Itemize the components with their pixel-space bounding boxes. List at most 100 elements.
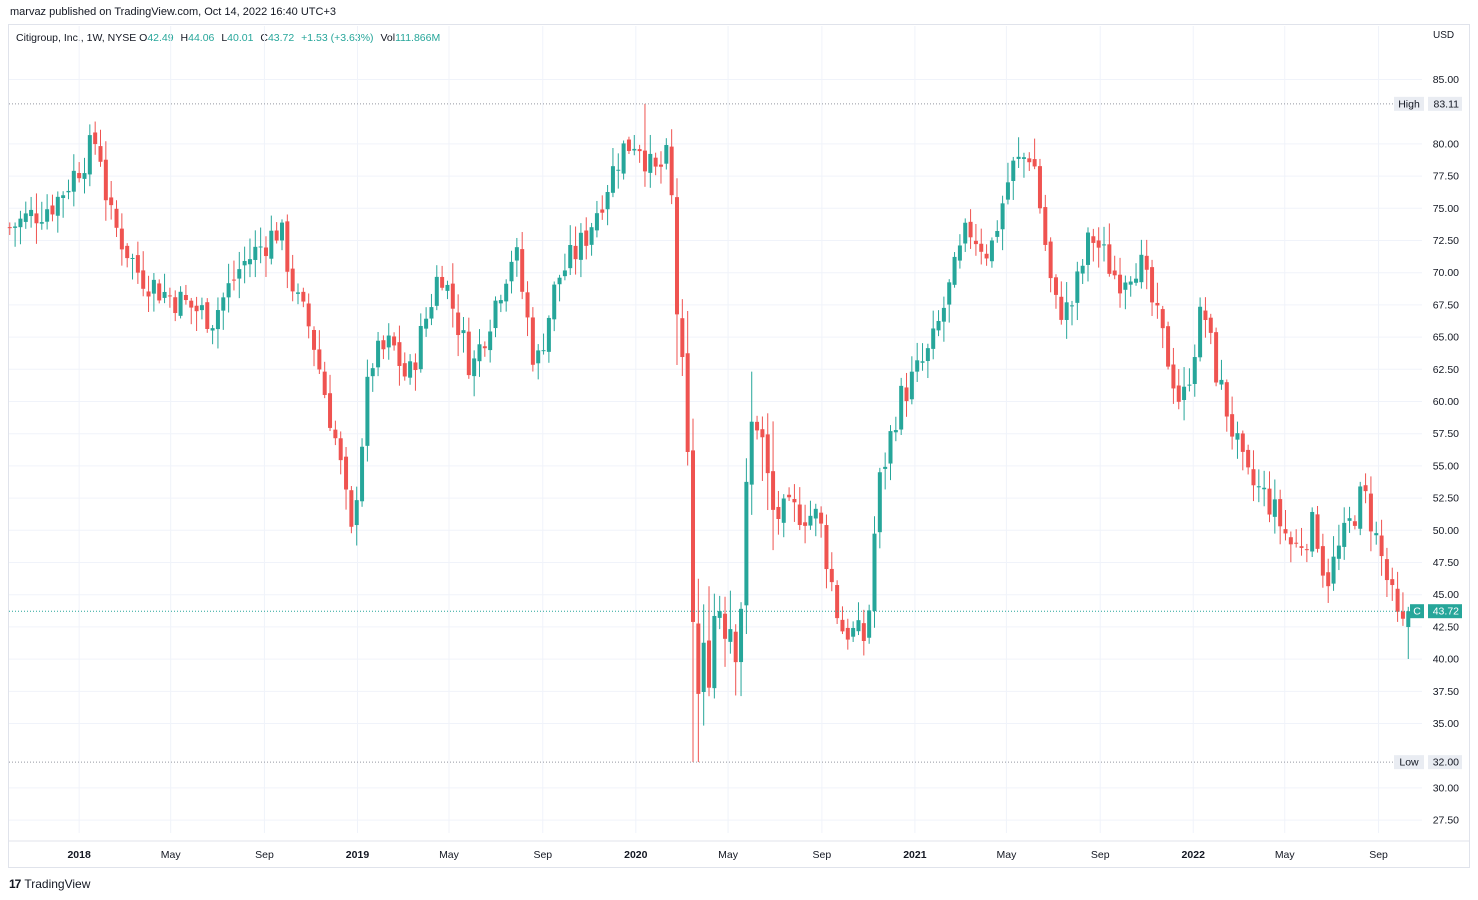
- candle-body: [488, 331, 493, 351]
- candle-body: [1235, 433, 1240, 440]
- candle-body: [1043, 207, 1048, 245]
- brand-name: TradingView: [24, 877, 91, 891]
- tradingview-brand[interactable]: 17 TradingView: [9, 877, 90, 891]
- y-tick-label: 80.00: [1433, 138, 1459, 150]
- candle-body: [1000, 203, 1005, 230]
- candle-body: [680, 318, 685, 358]
- candle-body: [1203, 310, 1208, 321]
- candle-body: [263, 247, 268, 257]
- candle-body: [536, 350, 541, 364]
- candle-body: [82, 173, 87, 179]
- candle-body: [1251, 469, 1256, 486]
- candle-body: [461, 330, 466, 334]
- candle-body: [1326, 572, 1331, 587]
- candle-body: [674, 197, 679, 315]
- x-tick-label: May: [718, 849, 739, 861]
- candle-body: [696, 623, 701, 694]
- vol-label: Vol: [380, 32, 396, 44]
- candle-body: [1219, 379, 1224, 385]
- candle-body: [1368, 493, 1373, 532]
- candle-body: [1027, 158, 1032, 163]
- candle-body: [899, 385, 904, 430]
- candle-body: [1320, 546, 1325, 576]
- candle-body: [450, 283, 455, 309]
- candle-body: [1069, 305, 1074, 307]
- candle-body: [723, 613, 728, 639]
- candle-body: [989, 240, 994, 262]
- candle-body: [386, 335, 391, 348]
- y-tick-label: 70.00: [1433, 267, 1459, 279]
- candle-body: [1214, 332, 1219, 383]
- high-value-label: 83.11: [1434, 98, 1460, 110]
- candle-body: [1230, 414, 1235, 437]
- candle-body: [173, 297, 178, 314]
- candle-body: [183, 295, 188, 301]
- candle-body: [1123, 282, 1128, 290]
- y-tick-label: 35.00: [1433, 718, 1459, 730]
- symbol-name[interactable]: Citigroup, Inc., 1W, NYSE: [16, 32, 137, 44]
- candle-body: [87, 135, 92, 175]
- candle-body: [456, 312, 461, 336]
- candle-body: [258, 246, 263, 248]
- candle-body: [995, 230, 1000, 237]
- candle-body: [509, 261, 514, 282]
- candle-body: [840, 619, 845, 632]
- symbol-legend: Citigroup, Inc., 1W, NYSE O42.49 H44.06 …: [16, 32, 444, 44]
- candle-body: [157, 283, 162, 301]
- candle-body: [440, 276, 445, 288]
- candle-body: [707, 640, 712, 688]
- candle-body: [1192, 357, 1197, 384]
- candle-body: [963, 222, 968, 244]
- candle-body: [103, 159, 108, 201]
- candle-body: [1400, 611, 1405, 619]
- candle-body: [317, 349, 322, 370]
- candle-body: [55, 196, 60, 216]
- candle-body: [1150, 267, 1155, 303]
- y-tick-label: 27.50: [1433, 815, 1459, 827]
- candle-body: [77, 172, 82, 179]
- candle-body: [664, 145, 669, 164]
- candle-body: [755, 421, 760, 431]
- candle-body: [968, 221, 973, 238]
- candle-body: [957, 245, 962, 261]
- candle-body: [498, 300, 503, 304]
- candle-body: [1379, 535, 1384, 557]
- candle-body: [893, 430, 898, 433]
- candle-body: [1005, 182, 1010, 200]
- candle-body: [247, 259, 252, 265]
- candle-body: [1406, 611, 1411, 628]
- high-value: 44.06: [188, 32, 215, 44]
- low-value-label: 32.00: [1433, 757, 1459, 769]
- candle-body: [520, 249, 525, 292]
- low-label: L: [221, 32, 228, 44]
- candle-body: [50, 205, 55, 215]
- candle-body: [504, 283, 509, 302]
- candle-body: [717, 611, 722, 618]
- candle-body: [888, 431, 893, 464]
- x-tick-label: May: [1275, 849, 1296, 861]
- candle-body: [1256, 486, 1261, 488]
- candle-body: [642, 150, 647, 172]
- y-tick-label: 72.50: [1433, 235, 1459, 247]
- x-tick-label: Sep: [255, 849, 274, 861]
- candle-body: [408, 361, 413, 378]
- candle-body: [1390, 579, 1395, 586]
- candle-body: [851, 627, 856, 637]
- candle-body: [210, 328, 215, 331]
- candle-body: [589, 227, 594, 245]
- candle-body: [771, 471, 776, 510]
- candle-body: [877, 472, 882, 533]
- x-tick-label: 2021: [903, 849, 927, 861]
- candle-body: [616, 169, 621, 171]
- candle-body: [1086, 232, 1091, 265]
- candle-body: [1315, 514, 1320, 549]
- candle-body: [146, 291, 151, 297]
- candle-body: [632, 148, 637, 151]
- candle-body: [872, 533, 877, 612]
- y-tick-label: 60.00: [1433, 396, 1459, 408]
- candle-body: [349, 490, 354, 527]
- candle-body: [1374, 533, 1379, 536]
- candle-body: [1021, 157, 1026, 159]
- candle-body: [546, 317, 551, 352]
